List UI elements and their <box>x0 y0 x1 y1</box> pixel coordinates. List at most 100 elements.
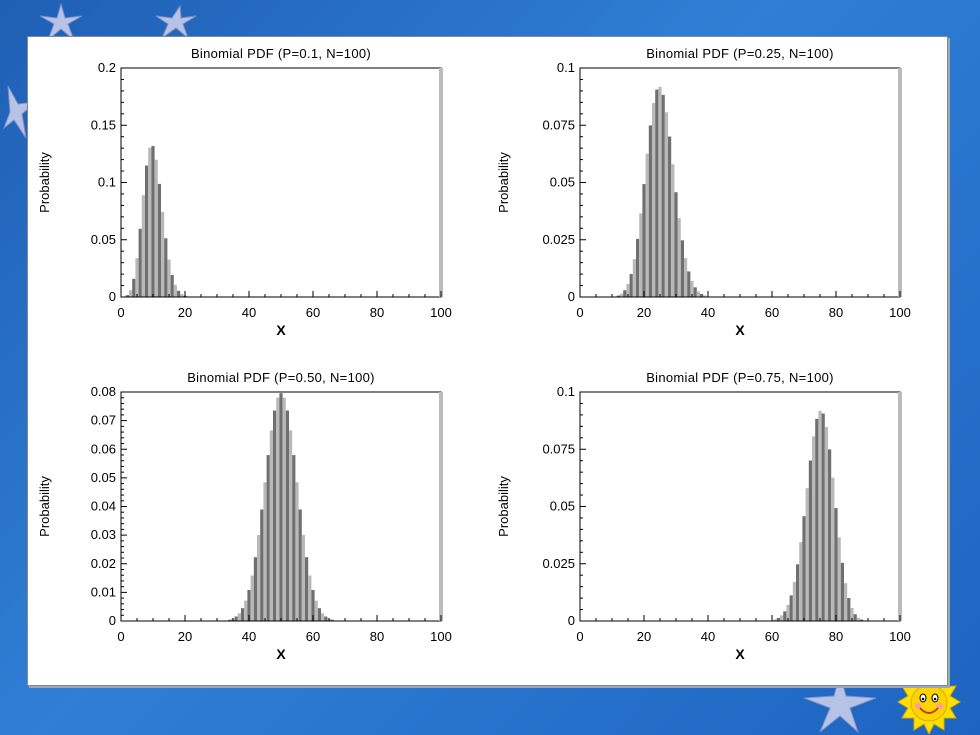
y-tick-label: 0 <box>109 613 116 628</box>
x-tick-label: 40 <box>701 305 715 320</box>
y-tick-label: 0.02 <box>91 556 116 571</box>
chart-2: Binomial PDF (P=0.25, N=100) 0 0.025 0.05 0.… <box>487 37 946 361</box>
bar <box>317 608 321 621</box>
y-tick-label: 0.05 <box>91 232 116 247</box>
bar <box>687 271 691 297</box>
bar <box>289 430 293 621</box>
chart-4: Binomial PDF (P=0.75, N=100) 0 0.025 0.05 0.… <box>487 361 946 685</box>
bar <box>677 218 681 297</box>
bar <box>314 600 318 621</box>
y-tick-label: 0.1 <box>557 384 575 399</box>
bar <box>234 616 238 621</box>
bar <box>151 146 155 297</box>
bar <box>241 608 245 621</box>
bar <box>648 125 652 298</box>
bar <box>802 516 806 621</box>
x-tick-label: 20 <box>178 629 192 644</box>
bar <box>247 589 251 621</box>
bar <box>180 294 184 297</box>
bar <box>700 293 704 297</box>
x-tick-label: 20 <box>637 305 651 320</box>
star-icon <box>39 2 83 42</box>
bar <box>824 427 828 621</box>
x-tick-label: 20 <box>637 629 651 644</box>
bar <box>167 259 171 297</box>
bar <box>693 287 697 297</box>
bar <box>164 238 168 297</box>
bar <box>132 278 136 297</box>
y-axis-label: Probability <box>37 476 52 537</box>
chart-svg: Binomial PDF (P=0.25, N=100) 0 0.025 0.05 0.… <box>496 46 911 338</box>
bar <box>645 153 649 297</box>
bar <box>831 477 835 621</box>
figure-panel: Binomial PDF (P=0.1, N=100) 0 0.05 0.1 0.15 0… <box>27 36 948 686</box>
x-tick-label: 40 <box>242 629 256 644</box>
bar <box>703 295 707 297</box>
bar <box>305 557 309 621</box>
bar <box>260 509 264 621</box>
y-tick-label: 0.1 <box>557 60 575 75</box>
bar <box>818 410 822 621</box>
bar <box>808 460 812 621</box>
bar <box>308 575 312 621</box>
bar <box>177 290 181 297</box>
plot-frame <box>579 67 901 298</box>
bar <box>850 608 854 621</box>
y-tick-label: 0.1 <box>98 175 116 190</box>
star-icon <box>2 85 38 139</box>
bar <box>834 508 838 621</box>
x-tick-label: 60 <box>306 305 320 320</box>
bar <box>279 393 283 621</box>
bar <box>796 564 800 621</box>
bar <box>141 195 145 297</box>
y-axis-label: Probability <box>496 476 511 537</box>
bar <box>170 274 174 297</box>
chart-svg: Binomial PDF (P=0.75, N=100) 0 0.025 0.05 0.… <box>496 370 911 662</box>
y-axis-label: Probability <box>37 152 52 213</box>
bar <box>680 240 684 297</box>
bar <box>257 534 261 621</box>
chart-svg: Binomial PDF (P=0.50, N=100) 0 0.01 0.02 0.0… <box>37 370 452 662</box>
bar <box>860 619 864 621</box>
bar <box>696 291 700 297</box>
x-tick-label: 60 <box>765 629 779 644</box>
y-tick-label: 0.15 <box>91 117 116 132</box>
y-tick-label: 0.025 <box>542 232 575 247</box>
y-tick-label: 0.05 <box>550 499 575 514</box>
x-tick-label: 100 <box>889 305 911 320</box>
bar <box>282 397 286 621</box>
bar <box>776 617 780 621</box>
y-tick-label: 0.06 <box>91 441 116 456</box>
y-tick-label: 0 <box>109 289 116 304</box>
y-tick-label: 0.075 <box>542 117 575 132</box>
y-tick-label: 0.01 <box>91 584 116 599</box>
bar <box>629 274 633 297</box>
plot-frame <box>579 391 901 622</box>
bar <box>674 192 678 297</box>
bar <box>856 617 860 621</box>
bar <box>298 509 302 621</box>
bar <box>805 488 809 621</box>
bar <box>792 582 796 621</box>
x-tick-label: 0 <box>576 629 583 644</box>
x-tick-label: 60 <box>765 305 779 320</box>
bar <box>783 611 787 621</box>
x-tick-label: 0 <box>117 629 124 644</box>
y-tick-label: 0.2 <box>98 60 116 75</box>
x-tick-label: 0 <box>117 305 124 320</box>
x-tick-label: 40 <box>242 305 256 320</box>
bar <box>285 410 289 621</box>
bar <box>250 575 254 621</box>
bar <box>671 164 675 297</box>
bar <box>847 598 851 621</box>
chart-svg: Binomial PDF (P=0.1, N=100) 0 0.05 0.1 0.15 0… <box>37 46 452 338</box>
chart-3: Binomial PDF (P=0.50, N=100) 0 0.01 0.02 0.0… <box>28 361 487 685</box>
x-axis-label: X <box>276 322 286 338</box>
x-axis-label: X <box>735 322 745 338</box>
bar <box>244 600 248 621</box>
bar <box>138 228 142 297</box>
bar <box>668 136 672 297</box>
bar <box>789 595 793 621</box>
bar <box>311 589 315 621</box>
x-tick-label: 100 <box>889 629 911 644</box>
